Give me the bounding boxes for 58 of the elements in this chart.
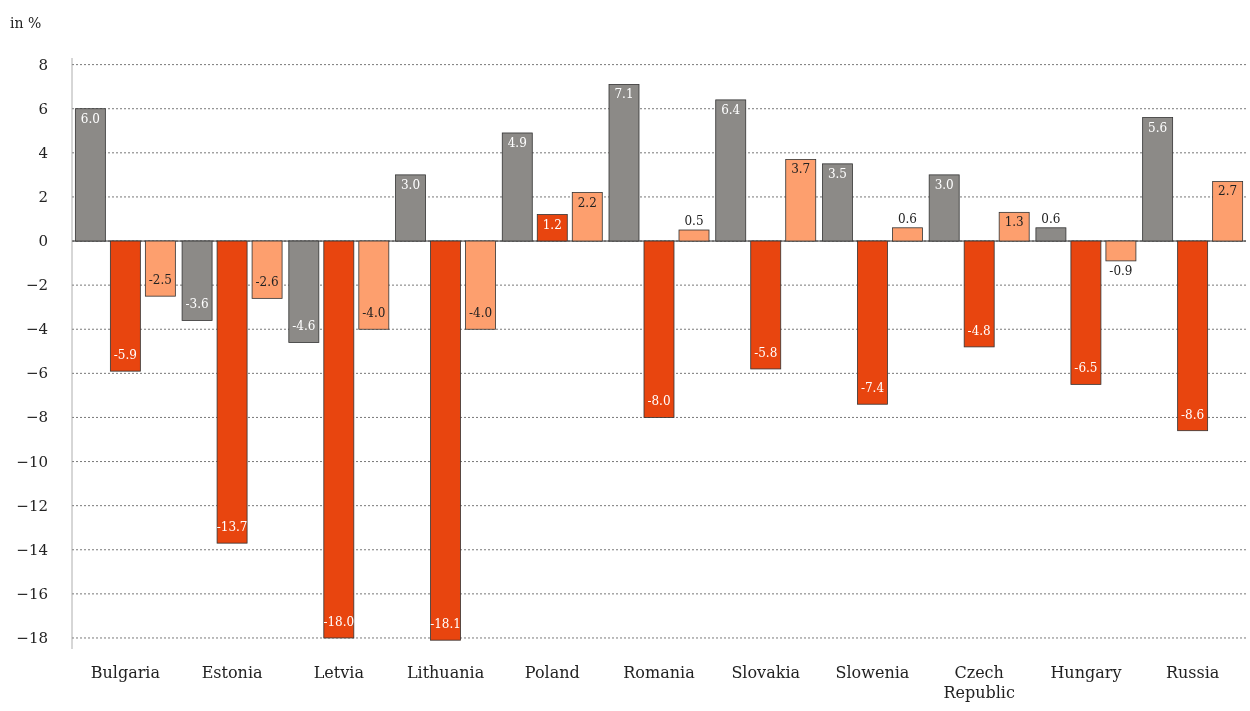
y-tick-label: −14 <box>16 540 48 559</box>
data-label: -4.0 <box>362 306 386 321</box>
y-axis-title: in % <box>10 15 42 31</box>
data-label: 0.5 <box>684 214 704 229</box>
data-label: 0.6 <box>897 211 917 226</box>
data-label: -2.5 <box>148 273 172 288</box>
data-label: 6.0 <box>80 111 100 126</box>
data-label: -8.0 <box>647 394 671 409</box>
data-label: 1.3 <box>1004 215 1024 230</box>
data-label: 2.7 <box>1218 184 1238 199</box>
y-tick-label: −4 <box>25 320 48 339</box>
data-label: 7.1 <box>614 87 634 102</box>
data-label: -18.0 <box>323 614 355 629</box>
x-tick-label: Bulgaria <box>90 663 161 682</box>
y-tick-label: −8 <box>25 408 48 427</box>
y-tick-label: 8 <box>38 55 48 74</box>
y-tick-label: −10 <box>16 452 48 471</box>
x-tick-label: Slowenia <box>835 663 910 682</box>
data-label: 6.4 <box>721 102 741 117</box>
data-label: -6.5 <box>1074 361 1098 376</box>
data-label: -7.4 <box>860 381 885 396</box>
y-tick-label: −12 <box>16 496 48 515</box>
x-tick-label: Poland <box>524 663 580 682</box>
y-tick-label: 6 <box>38 99 48 118</box>
data-label: 3.0 <box>401 177 421 192</box>
data-label: 5.6 <box>1148 120 1168 135</box>
data-label: 1.2 <box>542 217 562 232</box>
x-tick-label: Czech Republic <box>943 663 1015 702</box>
y-tick-label: −6 <box>25 364 48 383</box>
y-tick-label: 2 <box>38 187 48 206</box>
data-label: 3.0 <box>934 177 954 192</box>
data-label: -3.6 <box>185 297 209 312</box>
y-tick-label: −18 <box>16 628 48 647</box>
y-tick-label: −2 <box>25 276 48 295</box>
x-tick-label: Letvia <box>313 663 365 682</box>
data-label: -0.9 <box>1109 263 1133 278</box>
data-label: -13.7 <box>216 520 248 535</box>
x-tick-label: Russia <box>1165 663 1220 682</box>
x-tick-label: Romania <box>623 663 696 682</box>
y-tick-label: 4 <box>38 143 48 162</box>
data-label: 3.7 <box>791 162 811 177</box>
data-label: 4.9 <box>507 135 527 150</box>
data-label: -4.8 <box>967 323 991 338</box>
y-tick-label: −16 <box>16 584 48 603</box>
data-label: 3.5 <box>827 166 847 181</box>
x-tick-label: Lithuania <box>406 663 485 682</box>
data-label: -5.9 <box>113 348 137 363</box>
y-tick-label: 0 <box>38 232 48 251</box>
data-label: -8.6 <box>1181 407 1205 422</box>
data-label: 0.6 <box>1041 211 1061 226</box>
x-tick-label: Slovakia <box>731 663 801 682</box>
data-label: -4.6 <box>292 319 316 334</box>
data-label: 2.2 <box>577 195 597 210</box>
data-label: -5.8 <box>754 345 778 360</box>
x-tick-label: Hungary <box>1050 663 1122 682</box>
x-tick-label: Estonia <box>201 663 263 682</box>
data-label: -4.0 <box>468 306 493 321</box>
data-label: -2.6 <box>255 275 279 290</box>
